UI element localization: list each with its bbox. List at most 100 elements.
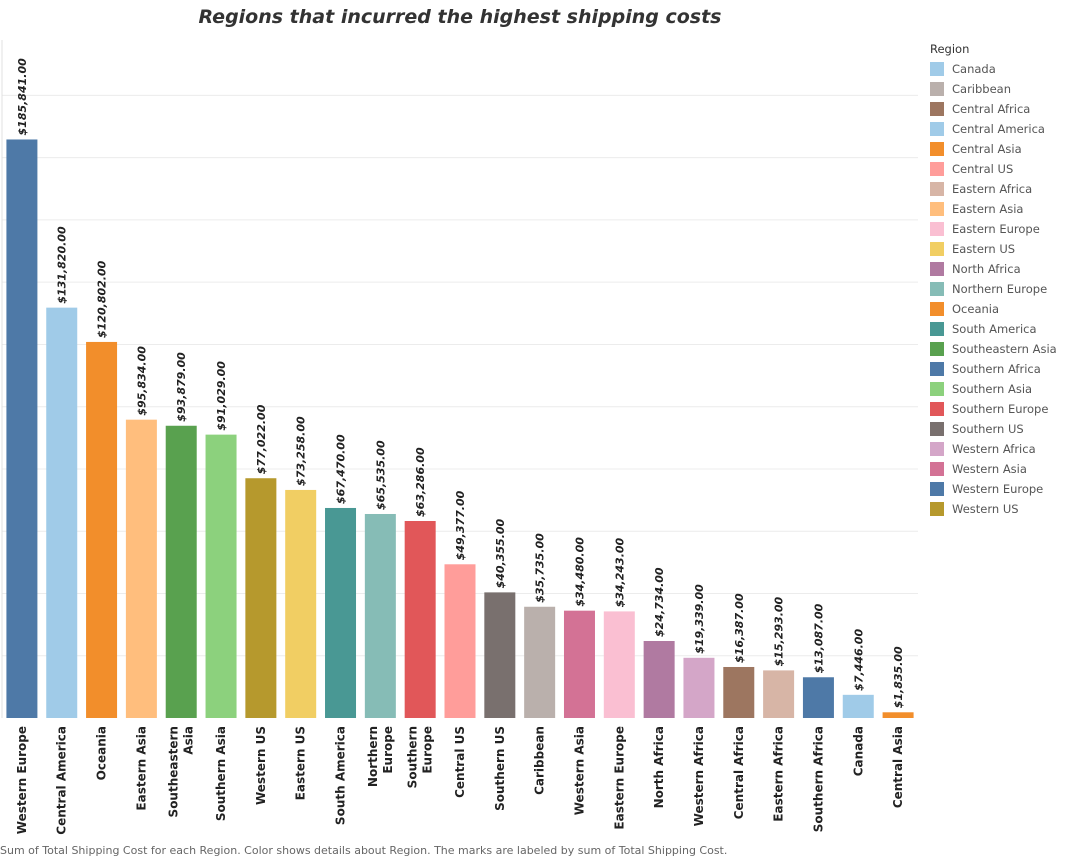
legend-item[interactable]: Caribbean: [930, 79, 1070, 99]
bar[interactable]: [643, 641, 675, 718]
legend-label: Central Africa: [952, 102, 1031, 116]
category-tick-label: Europe: [421, 726, 435, 774]
bar[interactable]: [723, 666, 755, 718]
bar[interactable]: [325, 507, 357, 718]
category-tick-label: Eastern Asia: [134, 726, 148, 811]
legend-item[interactable]: Central Asia: [930, 139, 1070, 159]
category-tick-label: Europe: [381, 726, 395, 774]
legend-label: Eastern Asia: [952, 202, 1024, 216]
bar[interactable]: [165, 425, 197, 718]
legend-item[interactable]: Central America: [930, 119, 1070, 139]
legend-item[interactable]: Southern Europe: [930, 399, 1070, 419]
legend-item[interactable]: Southern Asia: [930, 379, 1070, 399]
legend-item[interactable]: Southern US: [930, 419, 1070, 439]
bar[interactable]: [245, 478, 277, 718]
legend-item[interactable]: Eastern Africa: [930, 179, 1070, 199]
legend-item[interactable]: Western Africa: [930, 439, 1070, 459]
data-label: $15,293.00: [773, 596, 786, 666]
data-label: $34,243.00: [613, 537, 626, 607]
legend-swatch: [930, 202, 944, 216]
legend-label: Western US: [952, 502, 1019, 516]
category-tick-label: South America: [334, 726, 348, 825]
bar[interactable]: [6, 139, 38, 718]
legend-item[interactable]: Central US: [930, 159, 1070, 179]
legend-swatch: [930, 142, 944, 156]
data-label: $63,286.00: [414, 447, 427, 517]
legend-item[interactable]: North Africa: [930, 259, 1070, 279]
bar[interactable]: [404, 520, 436, 718]
category-tick-label: Western US: [254, 726, 268, 805]
legend-item[interactable]: Eastern US: [930, 239, 1070, 259]
category-tick-label: Southern: [406, 726, 420, 788]
category-tick-label: Southeastern: [167, 726, 181, 817]
legend-swatch: [930, 302, 944, 316]
legend-items: Canada Caribbean Central Africa Central Ame…: [930, 59, 1070, 519]
legend-item[interactable]: Northern Europe: [930, 279, 1070, 299]
legend-label: Eastern Africa: [952, 182, 1033, 196]
legend-label: Central US: [952, 162, 1014, 176]
data-label: $19,339.00: [693, 584, 706, 654]
category-tick-label: Southern Africa: [811, 726, 825, 832]
bar[interactable]: [563, 610, 595, 718]
bar[interactable]: [285, 489, 317, 718]
bar[interactable]: [364, 513, 396, 718]
legend-swatch: [930, 362, 944, 376]
bar[interactable]: [524, 606, 556, 718]
data-label: $13,087.00: [812, 603, 825, 673]
legend-item[interactable]: Western Asia: [930, 459, 1070, 479]
legend-label: Southern Europe: [952, 402, 1049, 416]
category-tick-label: Central US: [453, 726, 467, 798]
legend-item[interactable]: South America: [930, 319, 1070, 339]
legend-label: Central Asia: [952, 142, 1022, 156]
bar[interactable]: [205, 434, 237, 718]
category-tick-label: Western Africa: [692, 726, 706, 826]
bar[interactable]: [802, 677, 834, 718]
legend-swatch: [930, 442, 944, 456]
legend-label: Southern Asia: [952, 382, 1033, 396]
bar[interactable]: [484, 592, 516, 718]
bar[interactable]: [603, 611, 635, 718]
bar[interactable]: [86, 341, 118, 718]
category-tick-label: Central Africa: [732, 726, 746, 819]
legend-swatch: [930, 322, 944, 336]
legend-label: Central America: [952, 122, 1045, 136]
data-label: $7,446.00: [852, 629, 865, 691]
bar[interactable]: [763, 670, 795, 718]
legend-item[interactable]: Western US: [930, 499, 1070, 519]
legend-swatch: [930, 162, 944, 176]
legend-item[interactable]: Eastern Europe: [930, 219, 1070, 239]
data-label: $67,470.00: [335, 434, 348, 504]
legend-title: Region: [930, 42, 970, 56]
category-tick-label: Canada: [851, 726, 865, 776]
category-tick-label: Asia: [182, 726, 196, 755]
legend-label: Western Asia: [952, 462, 1027, 476]
legend-swatch: [930, 422, 944, 436]
legend-swatch: [930, 402, 944, 416]
bar[interactable]: [46, 307, 78, 718]
legend-swatch: [930, 482, 944, 496]
data-label: $95,834.00: [135, 346, 148, 416]
legend-swatch: [930, 102, 944, 116]
legend-item[interactable]: Central Africa: [930, 99, 1070, 119]
legend-swatch: [930, 462, 944, 476]
legend-item[interactable]: Canada: [930, 59, 1070, 79]
bar[interactable]: [444, 564, 476, 718]
legend-item[interactable]: Southeastern Asia: [930, 339, 1070, 359]
bar[interactable]: [842, 694, 874, 718]
category-tick-label: Northern: [366, 726, 380, 787]
chart-title: Regions that incurred the highest shippi…: [198, 6, 722, 28]
legend-swatch: [930, 502, 944, 516]
bar[interactable]: [683, 657, 715, 718]
bar[interactable]: [125, 419, 157, 718]
bar[interactable]: [882, 712, 914, 718]
data-label: $65,535.00: [374, 440, 387, 510]
legend-swatch: [930, 122, 944, 136]
legend-item[interactable]: Southern Africa: [930, 359, 1070, 379]
data-label: $131,820.00: [56, 226, 69, 304]
legend-swatch: [930, 382, 944, 396]
legend-item[interactable]: Oceania: [930, 299, 1070, 319]
legend-label: Canada: [952, 62, 996, 76]
legend-item[interactable]: Eastern Asia: [930, 199, 1070, 219]
legend-item[interactable]: Western Europe: [930, 479, 1070, 499]
category-tick-label: Western Asia: [572, 726, 586, 815]
